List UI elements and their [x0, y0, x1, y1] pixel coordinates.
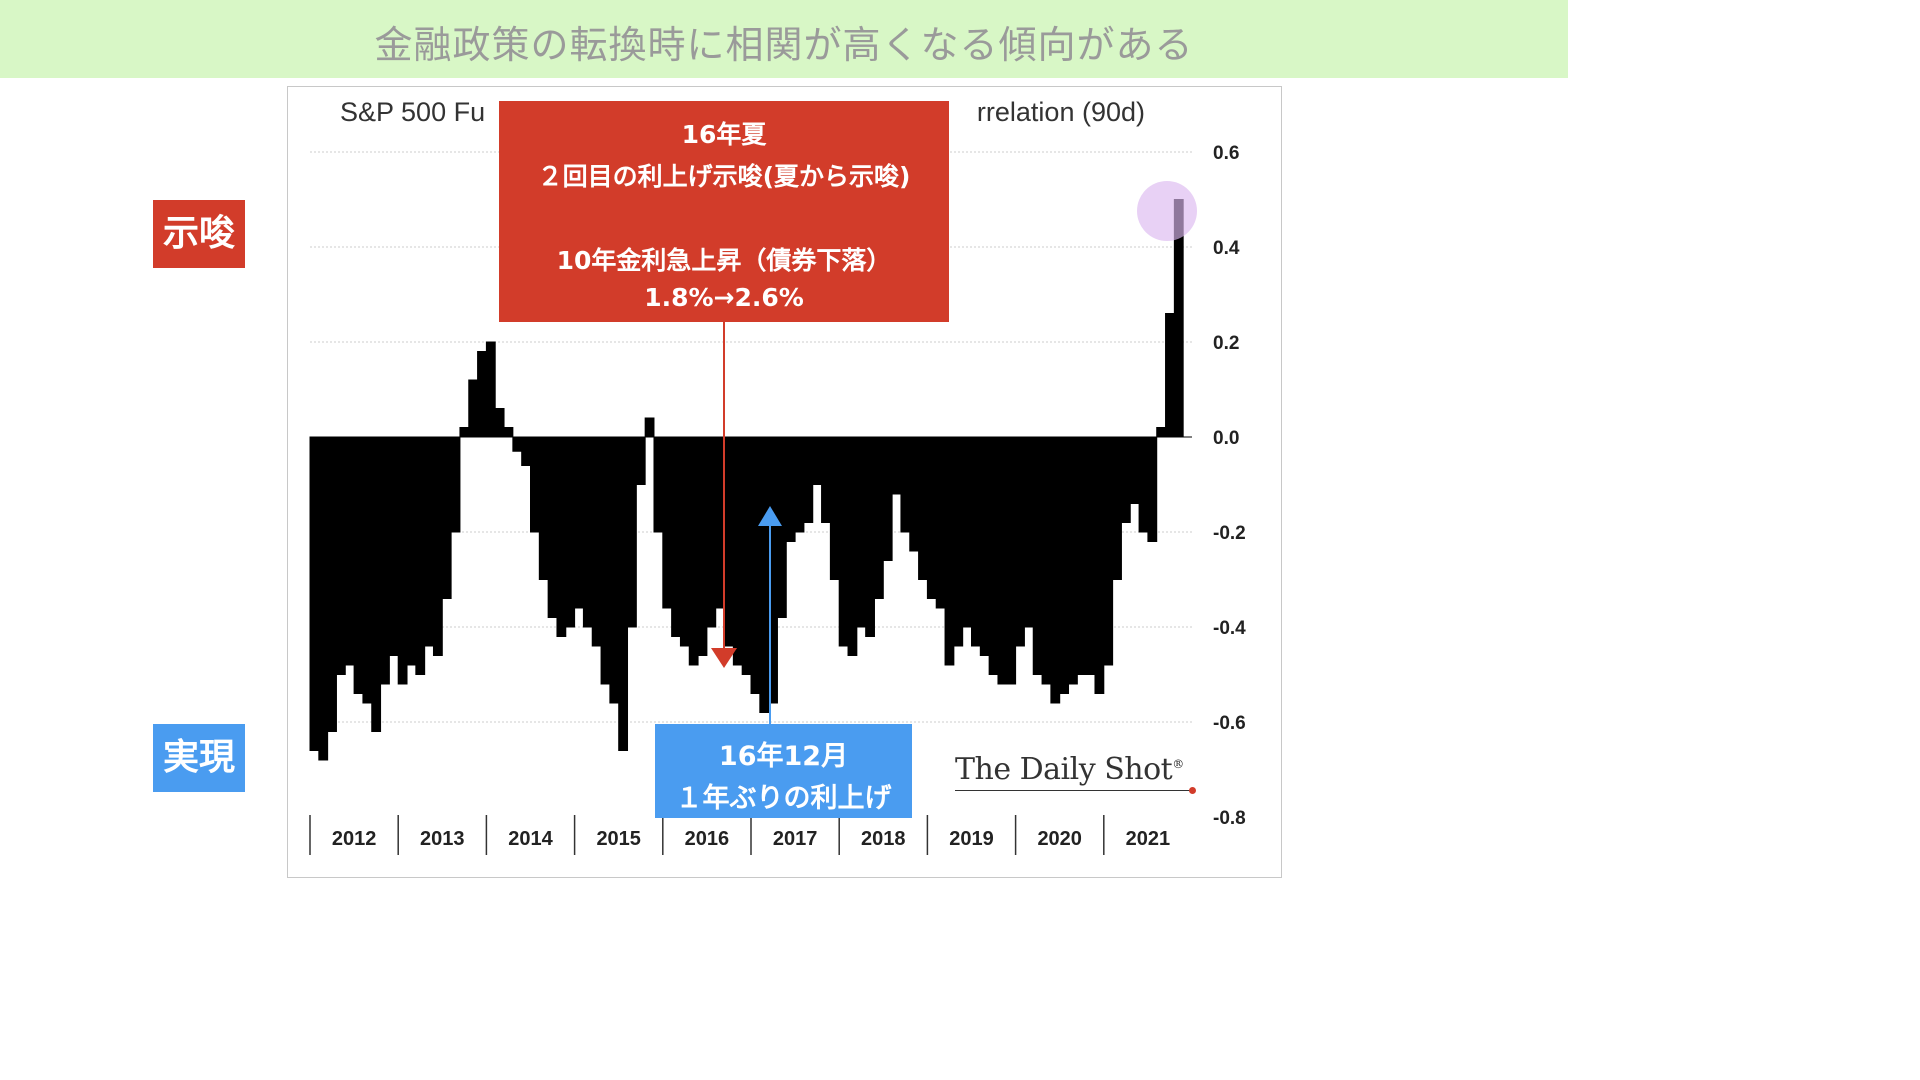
y-tick-label: 0.2 — [1213, 333, 1239, 354]
x-tick-label: 2013 — [420, 828, 465, 850]
chart-title-left: S&P 500 Fu — [340, 97, 485, 127]
y-tick-label: 0.6 — [1213, 143, 1239, 164]
annotation-hike-line2: １年ぶりの利上げ — [675, 783, 892, 814]
y-tick-label: -0.4 — [1213, 618, 1246, 639]
peak-highlight — [1137, 181, 1197, 241]
annotation-hint-line3: 10年金利急上昇（債券下落） — [556, 246, 892, 275]
y-tick-label: -0.6 — [1213, 713, 1246, 734]
x-axis: 2012 2013 2014 2015 2016 2017 2018 2019 2020 2021 — [309, 815, 1171, 855]
correlation-series — [309, 199, 1184, 761]
chart-title-right: rrelation (90d) — [977, 97, 1145, 127]
blue-arrow-head — [758, 506, 782, 526]
annotation-hint-line4: 1.8%→2.6% — [644, 283, 804, 312]
y-tick-label: 0.0 — [1213, 428, 1239, 449]
red-arrow-head — [711, 648, 737, 668]
y-tick-label: -0.8 — [1213, 808, 1246, 829]
x-tick-label: 2015 — [596, 828, 641, 850]
logo-mark: ® — [1172, 757, 1184, 771]
annotation-hint-2016: 16年夏 ２回目の利上げ示唆(夏から示唆) 10年金利急上昇（債券下落） 1.8… — [499, 101, 949, 322]
x-tick-label: 2020 — [1037, 828, 1082, 850]
x-tick-label: 2019 — [949, 828, 994, 850]
y-axis: 0.6 0.4 0.2 0.0 -0.2 -0.4 -0.6 -0.8 — [1213, 143, 1246, 829]
y-tick-label: -0.2 — [1213, 523, 1246, 544]
x-tick-label: 2014 — [508, 828, 553, 850]
correlation-chart: 0.60.40.20.0-0.2-0.4-0.6-0.8 2012 2013 201… — [309, 97, 1246, 855]
title-banner: 金融政策の転換時に相関が高くなる傾向がある — [0, 0, 1568, 78]
logo-underline — [955, 790, 1195, 791]
x-tick-label: 2016 — [685, 828, 730, 850]
logo-text: The Daily Shot — [955, 752, 1173, 787]
annotation-hint-line1: 16年夏 — [681, 120, 767, 149]
annotation-hike-line1: 16年12月 — [718, 741, 849, 772]
annotation-hint-line2: ２回目の利上げ示唆(夏から示唆) — [537, 162, 911, 191]
daily-shot-logo: The Daily Shot® — [955, 752, 1184, 787]
realization-label: 実現 — [153, 724, 245, 792]
annotation-hike-2016: 16年12月 １年ぶりの利上げ — [655, 724, 912, 818]
y-tick-label: 0.4 — [1213, 238, 1240, 259]
logo-dot — [1189, 787, 1196, 794]
suggestion-label: 示唆 — [153, 200, 245, 268]
x-tick-label: 2017 — [773, 828, 818, 850]
x-tick-label: 2012 — [332, 828, 377, 850]
x-tick-label: 2021 — [1126, 828, 1171, 850]
banner-title: 金融政策の転換時に相関が高くなる傾向がある — [374, 23, 1194, 67]
x-tick-label: 2018 — [861, 828, 906, 850]
